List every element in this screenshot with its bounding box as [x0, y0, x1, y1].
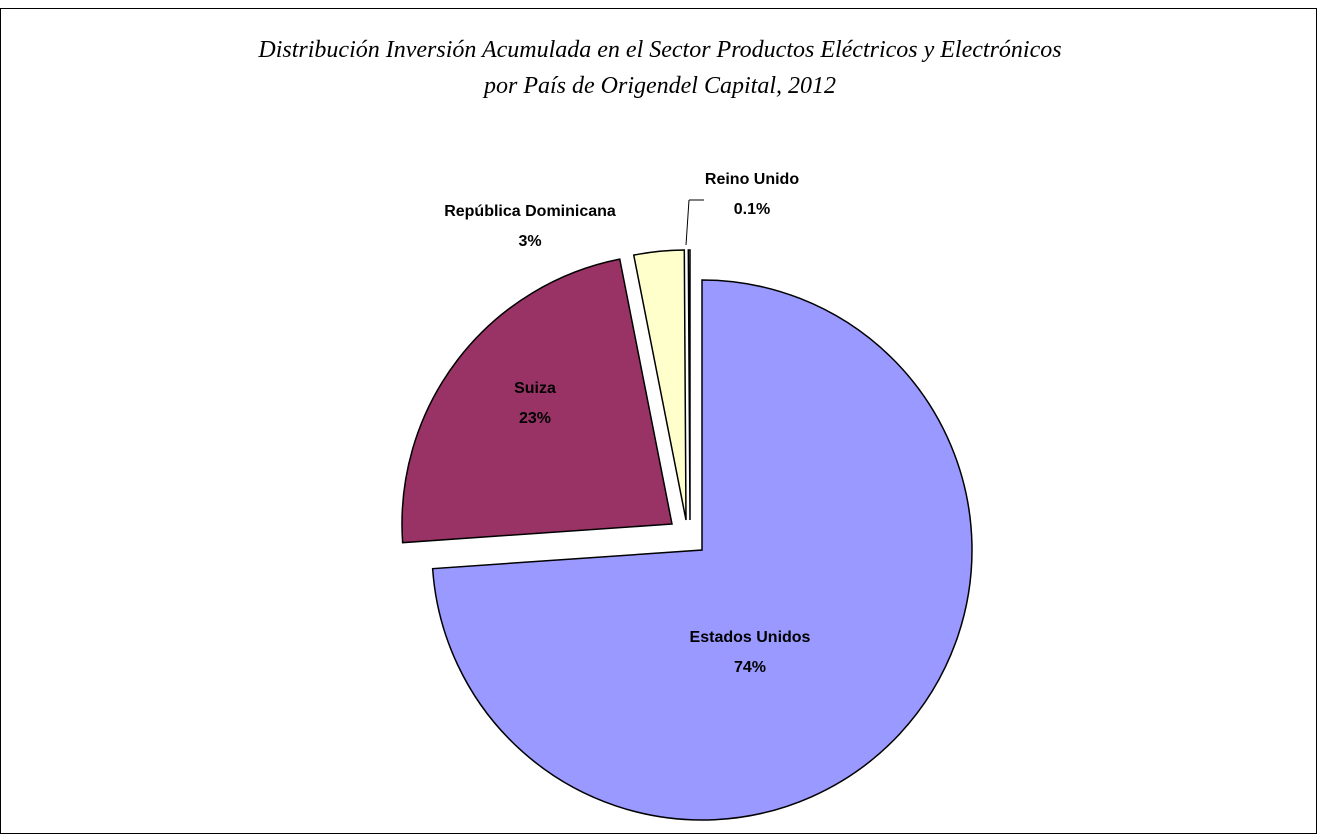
slice-value-suiza: 23% — [519, 410, 551, 427]
slice-value-republica-dominicana: 3% — [518, 233, 541, 250]
pie-slices — [401, 249, 973, 821]
pie-slice-estados-unidos — [431, 279, 973, 821]
slice-label-reino-unido: Reino Unido — [705, 171, 799, 188]
slice-value-reino-unido: 0.1% — [734, 201, 770, 218]
leader-line-reino-unido — [685, 199, 690, 246]
pie-slice-reino-unido — [687, 249, 691, 521]
pie-slice-republica-dominicana — [632, 249, 687, 521]
pie-labels: Estados Unidos 74% Suiza 23% República Domin… — [444, 171, 810, 676]
slice-label-suiza: Suiza — [514, 380, 556, 397]
chart-subtitle: por País de Origendel Capital, 2012 — [484, 73, 836, 99]
slice-label-estados-unidos: Estados Unidos — [690, 629, 811, 646]
pie-slice-suiza — [401, 258, 673, 544]
slice-value-estados-unidos: 74% — [734, 659, 766, 676]
chart-title: Distribución Inversión Acumulada en el S… — [258, 37, 1062, 63]
slice-label-republica-dominicana: República Dominicana — [444, 203, 616, 220]
